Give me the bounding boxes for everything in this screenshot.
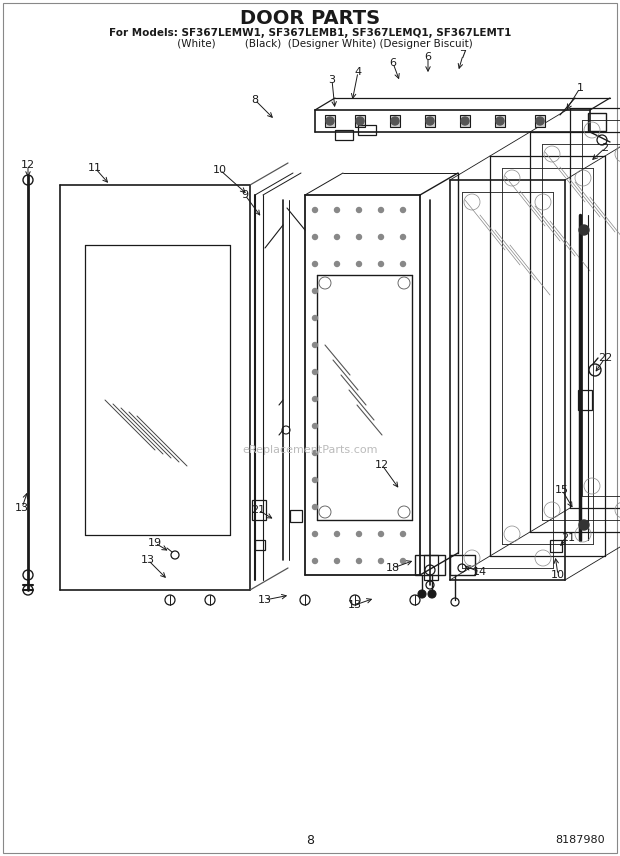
- Text: 18: 18: [386, 563, 400, 573]
- Bar: [325, 115, 335, 127]
- Circle shape: [496, 117, 504, 125]
- Text: 4: 4: [355, 67, 361, 77]
- Text: 8: 8: [306, 834, 314, 847]
- Text: 1: 1: [577, 83, 583, 93]
- Circle shape: [312, 316, 317, 320]
- Bar: [255, 540, 265, 550]
- Bar: [358, 125, 376, 135]
- Text: 2: 2: [601, 143, 609, 153]
- Circle shape: [401, 558, 405, 563]
- Text: 21: 21: [561, 533, 575, 543]
- Circle shape: [312, 450, 317, 455]
- Bar: [390, 115, 400, 127]
- Circle shape: [335, 532, 340, 537]
- Bar: [290, 510, 302, 522]
- Text: 22: 22: [598, 353, 612, 363]
- Text: (White)         (Black)  (Designer White) (Designer Biscuit): (White) (Black) (Designer White) (Design…: [148, 39, 472, 49]
- Circle shape: [335, 261, 340, 266]
- Circle shape: [391, 117, 399, 125]
- Circle shape: [401, 261, 405, 266]
- Circle shape: [428, 590, 436, 598]
- Text: 9: 9: [241, 190, 249, 200]
- Bar: [550, 540, 562, 552]
- Circle shape: [356, 532, 361, 537]
- Text: 14: 14: [473, 567, 487, 577]
- Circle shape: [401, 235, 405, 240]
- Circle shape: [312, 370, 317, 375]
- Bar: [425, 115, 435, 127]
- Circle shape: [536, 117, 544, 125]
- Circle shape: [335, 235, 340, 240]
- Text: 8187980: 8187980: [555, 835, 605, 845]
- Circle shape: [378, 207, 384, 212]
- Text: 13: 13: [141, 555, 155, 565]
- Text: 12: 12: [375, 460, 389, 470]
- Circle shape: [378, 558, 384, 563]
- Text: 6: 6: [425, 52, 432, 62]
- Bar: [450, 555, 475, 575]
- Circle shape: [401, 532, 405, 537]
- Bar: [578, 390, 592, 410]
- Circle shape: [356, 235, 361, 240]
- Bar: [588, 113, 606, 131]
- Text: 21: 21: [251, 505, 265, 515]
- Bar: [424, 555, 438, 580]
- Bar: [355, 115, 365, 127]
- Text: 13: 13: [258, 595, 272, 605]
- Circle shape: [579, 225, 589, 235]
- Circle shape: [378, 532, 384, 537]
- Text: DOOR PARTS: DOOR PARTS: [240, 9, 380, 27]
- Circle shape: [418, 590, 426, 598]
- Bar: [415, 555, 445, 575]
- Circle shape: [378, 235, 384, 240]
- Bar: [535, 115, 545, 127]
- Text: 12: 12: [21, 160, 35, 170]
- Text: For Models: SF367LEMW1, SF367LEMB1, SF367LEMQ1, SF367LEMT1: For Models: SF367LEMW1, SF367LEMB1, SF36…: [109, 28, 511, 38]
- Text: eReplacementParts.com: eReplacementParts.com: [242, 445, 378, 455]
- Text: 19: 19: [148, 538, 162, 548]
- Text: 13: 13: [348, 600, 362, 610]
- Text: 13: 13: [15, 503, 29, 513]
- Circle shape: [312, 532, 317, 537]
- Circle shape: [312, 235, 317, 240]
- Circle shape: [312, 261, 317, 266]
- Circle shape: [426, 117, 434, 125]
- Circle shape: [312, 288, 317, 294]
- Circle shape: [335, 207, 340, 212]
- Circle shape: [579, 520, 589, 530]
- Circle shape: [356, 207, 361, 212]
- Circle shape: [312, 207, 317, 212]
- Text: 6: 6: [389, 58, 397, 68]
- Bar: [335, 130, 353, 140]
- Circle shape: [335, 558, 340, 563]
- Circle shape: [312, 558, 317, 563]
- Circle shape: [401, 207, 405, 212]
- Circle shape: [378, 261, 384, 266]
- Circle shape: [356, 117, 364, 125]
- Bar: [252, 500, 266, 520]
- Circle shape: [312, 342, 317, 348]
- Text: 15: 15: [555, 485, 569, 495]
- Circle shape: [312, 396, 317, 401]
- Bar: [460, 115, 470, 127]
- Text: 10: 10: [213, 165, 227, 175]
- Circle shape: [312, 478, 317, 483]
- Circle shape: [312, 424, 317, 429]
- Circle shape: [356, 261, 361, 266]
- Text: 3: 3: [329, 75, 335, 85]
- Text: 10: 10: [551, 570, 565, 580]
- Circle shape: [461, 117, 469, 125]
- Circle shape: [312, 504, 317, 509]
- Circle shape: [356, 558, 361, 563]
- Text: 11: 11: [88, 163, 102, 173]
- Circle shape: [326, 117, 334, 125]
- Bar: [495, 115, 505, 127]
- Text: 7: 7: [459, 50, 467, 60]
- Text: 8: 8: [252, 95, 259, 105]
